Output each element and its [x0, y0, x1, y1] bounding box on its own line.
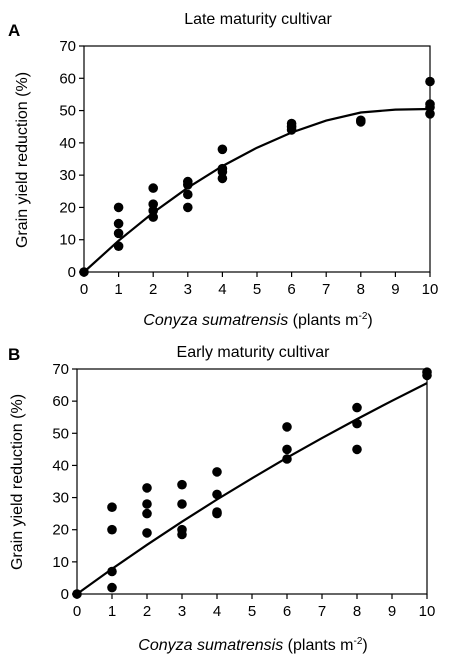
- panel-b-data-point: [177, 499, 187, 509]
- panel-a-title: Late maturity cultivar: [184, 11, 332, 28]
- panel-b-x-tick-label: 10: [419, 603, 436, 620]
- panel-b-fit-line: [76, 382, 428, 595]
- panel-b-y-tick-label: 70: [52, 361, 69, 378]
- panel-a-data-point: [425, 76, 435, 87]
- panel-a-data-point: [183, 180, 193, 190]
- panel-b-data-point: [72, 589, 82, 599]
- panel-b-x-tick-label: 7: [318, 603, 326, 620]
- panel-b-data-point: [142, 499, 152, 509]
- panel-a-y-tick-label: 10: [59, 232, 76, 249]
- panel-b-data-point: [142, 508, 152, 519]
- panel-a-axes-frame: [83, 45, 431, 273]
- panel-b-data-point: [352, 444, 362, 455]
- panel-b-data-point: [422, 370, 432, 381]
- panel-b-data-point: [142, 483, 152, 493]
- panel-a-x-tick-label: 10: [422, 281, 439, 298]
- panel-a-letter: A: [8, 21, 20, 40]
- panel-a-y-axis-label: Grain yield reduction (%): [14, 72, 31, 248]
- panel-a-data-point: [148, 212, 158, 222]
- panel-a-data-point: [183, 202, 193, 213]
- panel-b-x-tick-label: 5: [248, 603, 256, 620]
- panel-a-data-point: [425, 109, 435, 119]
- panel-b-data-point: [282, 444, 292, 455]
- panel-b-data-point: [177, 529, 187, 540]
- panel-b-letter: B: [8, 345, 20, 364]
- panel-b-title: Early maturity cultivar: [177, 344, 331, 361]
- panel-b-x-tick-label: 6: [283, 603, 291, 620]
- panel-a-y-tick-label: 40: [59, 135, 76, 152]
- panel-a-x-tick-label: 8: [357, 281, 365, 298]
- panel-b-data-point: [352, 418, 362, 429]
- panel-a-y-tick-label: 70: [59, 38, 76, 55]
- panel-b-x-tick-label: 4: [213, 603, 221, 620]
- panel-a-y-tick-label: 30: [59, 167, 76, 184]
- panel-b-data-point: [282, 422, 292, 432]
- panel-b-y-tick-label: 20: [52, 522, 69, 539]
- panel-b-x-tick-label: 0: [73, 603, 81, 620]
- panel-b-y-tick-label: 40: [52, 457, 69, 474]
- panel-b-data-point: [107, 524, 117, 535]
- panel-a-data-point: [79, 267, 89, 277]
- panel-a-data-point: [217, 144, 228, 155]
- panel-a-data-point: [217, 173, 228, 184]
- panel-b-x-axis-label: Conyza sumatrensis (plants m-2): [138, 636, 367, 654]
- panel-b-data-point: [352, 402, 362, 413]
- panel-b-x-tick-label: 3: [178, 603, 186, 620]
- panel-b-x-tick-label: 1: [108, 603, 116, 620]
- panel-b-data-point: [107, 566, 117, 577]
- panel-b-axes-frame: [76, 368, 428, 595]
- panel-b-x-tick-label: 8: [353, 603, 361, 620]
- panel-b-plot-area: 0 10 20 30 40 50 60 70 0 1 2 3 4 5 6 7 8 9 10: [52, 361, 435, 620]
- panel-a-y-tick-label: 60: [59, 70, 76, 87]
- panel-a-y-tick-label: 20: [59, 199, 76, 216]
- panel-a-fit-line: [83, 107, 431, 273]
- panel-b-data-point: [212, 489, 222, 500]
- panel-a-x-tick-label: 1: [114, 281, 122, 298]
- panel-b-y-tick-label: 0: [61, 586, 69, 603]
- panel-a-x-tick-label: 6: [287, 281, 295, 298]
- panel-b-data-point: [177, 479, 187, 490]
- panel-b-data-point: [142, 528, 152, 538]
- panel-a-data-point: [356, 117, 366, 127]
- panel-a-x-tick-label: 0: [80, 281, 88, 298]
- panel-a-x-axis-label: Conyza sumatrensis (plants m-2): [143, 311, 372, 329]
- panel-a-x-tick-label: 5: [253, 281, 261, 298]
- panel-b-y-tick-label: 60: [52, 393, 69, 410]
- panel-a-x-tick-label: 3: [184, 281, 192, 298]
- panel-a-x-tick-label: 4: [218, 281, 226, 298]
- panel-b-x-tick-label: 2: [143, 603, 151, 620]
- panel-b-y-tick-label: 10: [52, 554, 69, 571]
- panel-a-data-point: [113, 228, 124, 239]
- panel-a-data-point: [113, 241, 124, 251]
- panel-b-data-point: [212, 467, 222, 477]
- panel-a-data-point: [286, 125, 297, 135]
- panel-a-x-tick-label: 2: [149, 281, 157, 298]
- panel-b-data-point: [212, 508, 222, 519]
- panel-a-y-tick-label: 0: [68, 264, 76, 281]
- panel-b-data-point: [107, 502, 117, 512]
- panel-a-x-tick-label: 7: [322, 281, 330, 298]
- panel-b-x-tick-label: 9: [388, 603, 396, 620]
- panel-a-x-tick-label: 9: [391, 281, 399, 298]
- panel-a: A Late maturity cultivar Grain yield red…: [8, 11, 438, 329]
- panel-a-data-point: [113, 202, 124, 213]
- panel-a-plot-area: 0 10 20 30 40 50 60 70 0 1 2 3 4 5 6 7 8 9 10: [59, 38, 438, 298]
- panel-b-data-point: [282, 454, 292, 464]
- panel-a-data-point: [148, 183, 158, 193]
- panel-b-y-tick-label: 30: [52, 490, 69, 507]
- panel-a-data-point: [183, 189, 193, 200]
- panel-b: B Early maturity cultivar Grain yield re…: [8, 344, 435, 654]
- panel-a-data-point: [113, 218, 124, 229]
- panel-b-y-axis-label: Grain yield reduction (%): [9, 394, 26, 570]
- panel-b-y-tick-label: 50: [52, 425, 69, 442]
- panel-a-y-tick-label: 50: [59, 103, 76, 120]
- panel-b-data-point: [107, 582, 117, 593]
